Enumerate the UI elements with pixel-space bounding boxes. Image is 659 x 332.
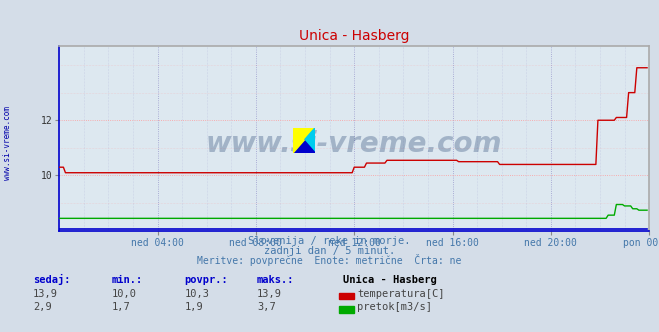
Text: Unica - Hasberg: Unica - Hasberg (343, 275, 436, 285)
Text: 10,0: 10,0 (112, 289, 137, 299)
Polygon shape (293, 128, 315, 140)
Text: 1,9: 1,9 (185, 302, 203, 312)
Text: 13,9: 13,9 (257, 289, 282, 299)
Text: maks.:: maks.: (257, 275, 295, 285)
Text: pretok[m3/s]: pretok[m3/s] (357, 302, 432, 312)
Text: 13,9: 13,9 (33, 289, 58, 299)
Text: Meritve: povprečne  Enote: metrične  Črta: ne: Meritve: povprečne Enote: metrične Črta:… (197, 254, 462, 266)
Text: temperatura[C]: temperatura[C] (357, 289, 445, 299)
Polygon shape (293, 128, 304, 153)
Text: min.:: min.: (112, 275, 143, 285)
Text: Slovenija / reke in morje.: Slovenija / reke in morje. (248, 236, 411, 246)
Text: 10,3: 10,3 (185, 289, 210, 299)
Title: Unica - Hasberg: Unica - Hasberg (299, 29, 409, 42)
Text: 2,9: 2,9 (33, 302, 51, 312)
Polygon shape (304, 128, 315, 153)
Text: 1,7: 1,7 (112, 302, 130, 312)
Text: zadnji dan / 5 minut.: zadnji dan / 5 minut. (264, 246, 395, 256)
Text: sedaj:: sedaj: (33, 274, 71, 285)
Text: www.si-vreme.com: www.si-vreme.com (206, 130, 502, 158)
Text: 3,7: 3,7 (257, 302, 275, 312)
Text: www.si-vreme.com: www.si-vreme.com (3, 106, 13, 180)
Polygon shape (293, 140, 315, 153)
Text: povpr.:: povpr.: (185, 275, 228, 285)
